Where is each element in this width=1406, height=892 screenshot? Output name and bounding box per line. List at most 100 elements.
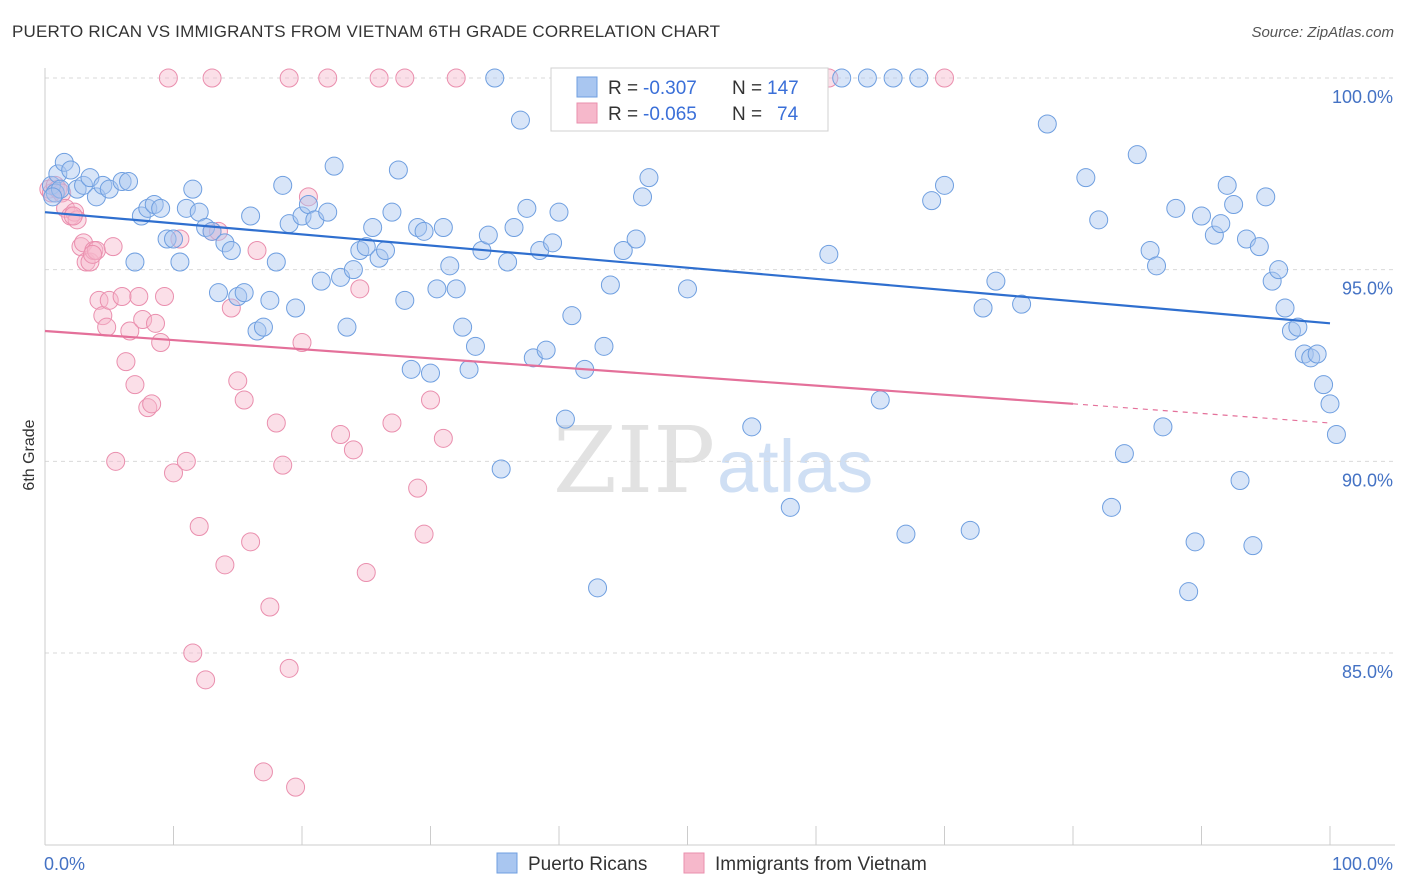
data-point-vietnam bbox=[125, 375, 145, 395]
data-point-vietnam bbox=[266, 413, 286, 433]
data-point-vietnam bbox=[183, 643, 203, 663]
data-point-puerto-rican bbox=[356, 237, 376, 257]
data-point-puerto-rican bbox=[678, 279, 697, 299]
data-point-puerto-rican bbox=[388, 160, 408, 180]
data-point-vietnam bbox=[292, 333, 312, 352]
y-axis-label: 6th Grade bbox=[21, 419, 38, 490]
data-point-puerto-rican bbox=[1076, 168, 1096, 188]
data-point-puerto-rican bbox=[1217, 175, 1237, 195]
chart-title: PUERTO RICAN VS IMMIGRANTS FROM VIETNAM … bbox=[12, 22, 721, 41]
data-point-puerto-rican bbox=[1102, 497, 1122, 517]
data-point-puerto-rican bbox=[819, 244, 839, 264]
data-point-puerto-rican bbox=[125, 252, 145, 272]
data-point-puerto-rican bbox=[369, 248, 389, 268]
legend-swatch-vietnam bbox=[576, 102, 598, 124]
data-point-puerto-rican bbox=[183, 179, 203, 199]
data-point-vietnam bbox=[83, 244, 103, 264]
data-point-puerto-rican bbox=[973, 298, 993, 318]
data-point-puerto-rican bbox=[446, 279, 466, 299]
data-point-vietnam bbox=[142, 394, 162, 414]
data-point-puerto-rican bbox=[857, 68, 877, 88]
data-point-puerto-rican bbox=[337, 317, 357, 337]
data-point-puerto-rican bbox=[234, 283, 254, 303]
data-point-puerto-rican bbox=[1153, 417, 1173, 437]
data-point-vietnam bbox=[279, 658, 299, 678]
legend-label-vietnam: Immigrants from Vietnam bbox=[715, 854, 927, 875]
data-point-vietnam bbox=[298, 187, 318, 207]
data-point-vietnam bbox=[433, 428, 453, 448]
data-point-vietnam bbox=[215, 555, 235, 575]
data-point-puerto-rican bbox=[1037, 114, 1057, 134]
data-point-puerto-rican bbox=[613, 241, 633, 260]
data-point-puerto-rican bbox=[742, 417, 762, 437]
y-tick-labels: 100.0% 95.0% 90.0% 85.0% bbox=[1332, 87, 1393, 682]
data-point-puerto-rican bbox=[453, 317, 473, 337]
data-point-puerto-rican bbox=[54, 152, 74, 172]
data-point-puerto-rican bbox=[626, 229, 646, 249]
data-point-puerto-rican bbox=[215, 233, 235, 253]
data-point-puerto-rican bbox=[1249, 237, 1269, 257]
data-point-puerto-rican bbox=[459, 359, 479, 379]
x-tick-label: 100.0% bbox=[1332, 854, 1393, 874]
data-point-vietnam bbox=[189, 517, 209, 536]
chart-source: Source: ZipAtlas.com bbox=[1251, 24, 1394, 41]
data-point-puerto-rican bbox=[485, 68, 505, 88]
data-point-vietnam bbox=[89, 290, 109, 310]
data-point-vietnam bbox=[343, 440, 363, 460]
data-point-vietnam bbox=[106, 451, 126, 471]
series-puerto-rican-points bbox=[41, 68, 1346, 602]
data-point-puerto-rican bbox=[478, 225, 498, 245]
data-point-vietnam bbox=[151, 333, 171, 352]
y-tick-label: 85.0% bbox=[1342, 662, 1393, 682]
data-point-vietnam bbox=[253, 762, 273, 782]
data-point-puerto-rican bbox=[1192, 206, 1211, 226]
data-point-vietnam bbox=[164, 463, 183, 483]
data-point-vietnam bbox=[116, 352, 136, 372]
data-point-puerto-rican bbox=[401, 359, 421, 379]
data-point-vietnam bbox=[176, 451, 196, 471]
data-point-puerto-rican bbox=[43, 187, 63, 207]
data-point-vietnam bbox=[158, 68, 178, 88]
data-point-vietnam bbox=[129, 287, 149, 306]
data-point-vietnam bbox=[273, 455, 293, 475]
data-point-vietnam bbox=[286, 777, 306, 797]
data-point-puerto-rican bbox=[562, 306, 582, 326]
data-point-puerto-rican bbox=[960, 520, 980, 540]
data-point-puerto-rican bbox=[382, 202, 402, 222]
data-point-puerto-rican bbox=[639, 168, 659, 188]
data-point-puerto-rican bbox=[922, 191, 942, 211]
data-point-vietnam bbox=[408, 478, 428, 498]
data-point-vietnam bbox=[331, 425, 351, 444]
data-point-vietnam bbox=[414, 524, 434, 544]
data-point-vietnam bbox=[260, 597, 280, 617]
legend-n-label: N = bbox=[732, 104, 762, 125]
data-point-puerto-rican bbox=[465, 336, 485, 356]
data-point-puerto-rican bbox=[395, 290, 415, 310]
data-point-puerto-rican bbox=[1179, 582, 1199, 602]
grid-lines bbox=[45, 77, 1395, 654]
data-point-puerto-rican bbox=[273, 175, 293, 195]
data-point-puerto-rican bbox=[1262, 271, 1282, 291]
legend-swatch-vietnam bbox=[683, 852, 705, 874]
data-point-vietnam bbox=[146, 313, 166, 333]
data-point-vietnam bbox=[247, 241, 267, 260]
watermark: ZIP atlas bbox=[553, 407, 873, 514]
data-point-puerto-rican bbox=[1224, 195, 1244, 214]
data-point-puerto-rican bbox=[176, 198, 196, 218]
data-point-vietnam bbox=[120, 321, 140, 341]
data-point-puerto-rican bbox=[935, 175, 954, 195]
data-point-puerto-rican bbox=[1185, 532, 1205, 552]
data-point-puerto-rican bbox=[1211, 214, 1231, 234]
x-tick-label: 0.0% bbox=[44, 854, 85, 874]
data-point-puerto-rican bbox=[986, 271, 1006, 291]
data-point-puerto-rican bbox=[536, 340, 556, 360]
data-point-puerto-rican bbox=[504, 218, 524, 237]
data-point-puerto-rican bbox=[1320, 394, 1340, 414]
data-point-puerto-rican bbox=[1089, 210, 1109, 230]
legend-n-value: 147 bbox=[767, 78, 799, 99]
data-point-puerto-rican bbox=[208, 283, 228, 303]
data-point-puerto-rican bbox=[510, 110, 530, 130]
x-tick-labels: 0.0% 100.0% bbox=[44, 854, 1393, 874]
data-point-puerto-rican bbox=[780, 497, 800, 517]
data-point-puerto-rican bbox=[343, 260, 363, 280]
